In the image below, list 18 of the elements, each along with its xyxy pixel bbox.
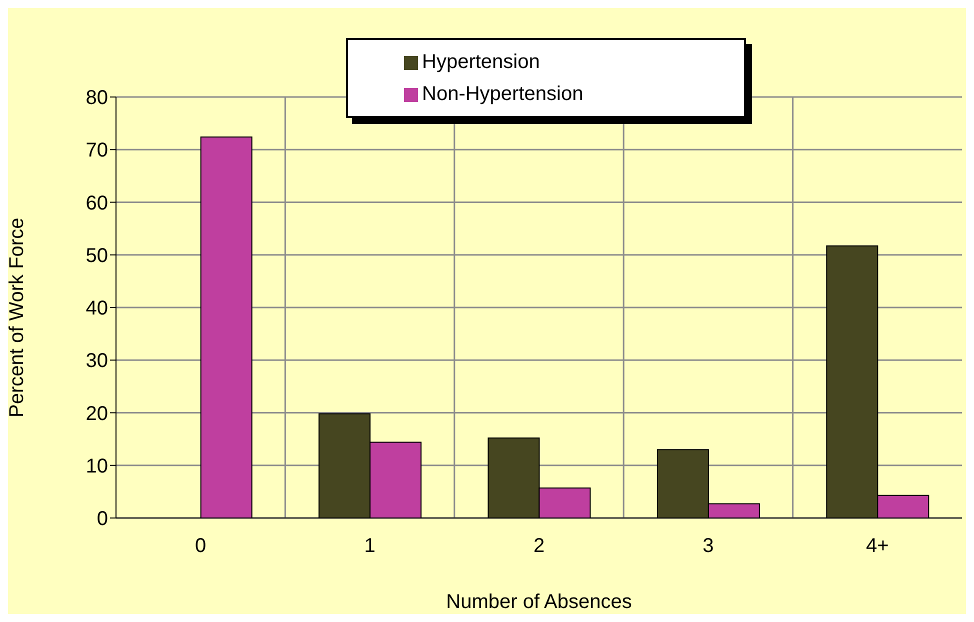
x-tick-label: 0 [195,535,206,558]
y-tick-label: 50 [86,244,108,267]
x-tick-label: 3 [702,535,714,558]
x-tick-label: 2 [533,535,545,558]
y-tick-label: 80 [86,87,108,110]
x-tick-label: 4+ [866,535,889,558]
x-axis-title: Number of Absences [446,591,632,613]
y-tick-label: 40 [86,298,108,320]
y-tick-label: 20 [86,402,108,425]
y-tick-label: 30 [86,350,108,372]
y-tick-label: 0 [96,508,108,530]
y-tick-label: 10 [86,455,108,478]
y-tick-label: 70 [86,140,108,162]
legend-label: Non-Hypertension [422,83,584,105]
y-tick-label: 60 [86,192,108,214]
x-tick-label: 1 [364,535,376,558]
y-axis-title: Percent of Work Force [6,218,28,418]
legend-label: Hypertension [422,51,540,73]
